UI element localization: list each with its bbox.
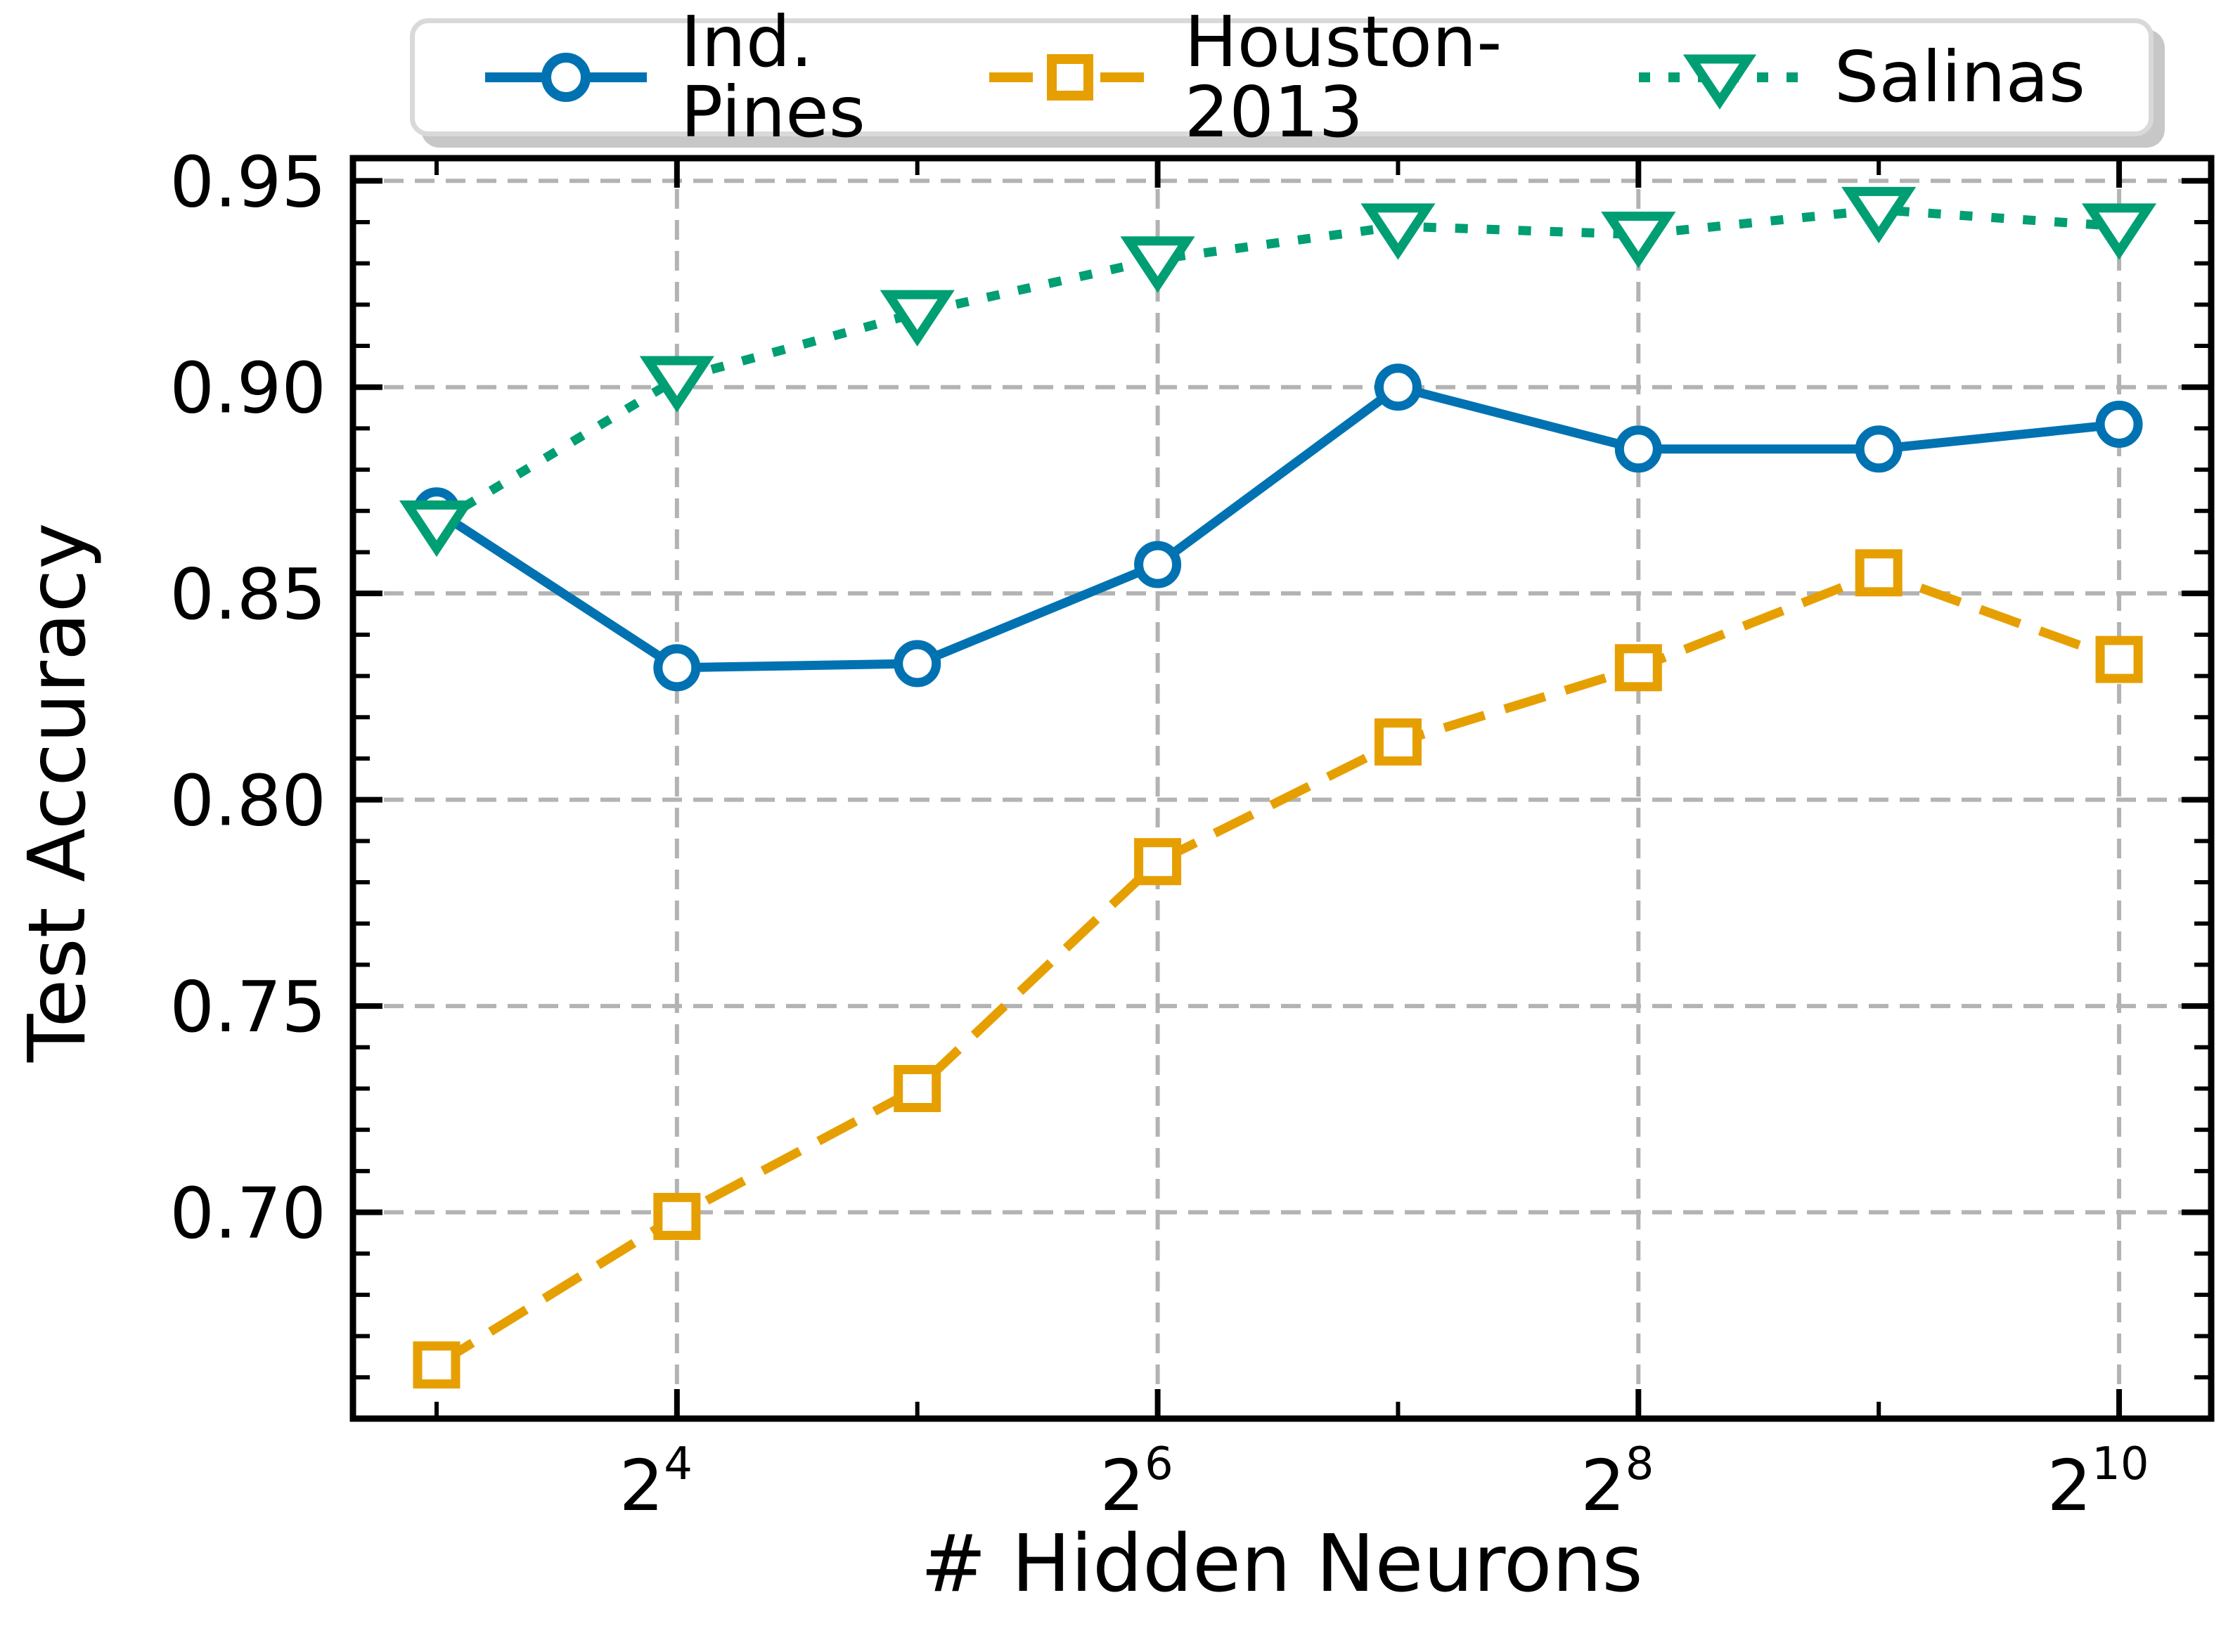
y-tick-label: 0.95 <box>169 141 326 223</box>
data-point-marker-houston-2013 <box>1855 549 1903 597</box>
data-point-marker-houston-2013 <box>413 1341 461 1389</box>
data-point-marker-salinas <box>2081 203 2157 260</box>
legend-label: Houston-2013 <box>1184 1 1502 153</box>
x-tick-label: 26 <box>1100 1438 1173 1527</box>
data-point-marker-salinas <box>399 500 475 557</box>
legend-item-houston-2013: Houston-2013 <box>982 7 1632 148</box>
y-tick-label: 0.70 <box>169 1173 326 1255</box>
x-tick-label: 210 <box>2047 1438 2149 1527</box>
data-point-marker-salinas <box>1841 186 1917 244</box>
data-point-marker-salinas <box>1120 236 1195 293</box>
data-point-marker-houston-2013 <box>653 1192 701 1240</box>
series-line-houston-2013 <box>434 567 2121 1369</box>
plot-border <box>349 155 2215 1422</box>
data-point-marker-ind-pines <box>1134 541 1182 588</box>
legend-marker-triangle-icon <box>1638 54 1801 110</box>
y-axis-label: Test Accuracy <box>12 522 103 1062</box>
legend-label: Salinas <box>1834 36 2085 118</box>
x-tick-label: 28 <box>1581 1438 1654 1527</box>
data-point-marker-salinas <box>639 356 714 413</box>
data-point-marker-houston-2013 <box>1134 838 1182 886</box>
data-point-marker-ind-pines <box>2095 401 2143 449</box>
data-point-marker-salinas <box>880 290 955 347</box>
legend-marker-square-icon <box>989 54 1151 101</box>
y-tick-label: 0.90 <box>169 347 326 430</box>
legend-item-salinas: Salinas <box>1632 39 2085 116</box>
x-axis-label: # Hidden Neurons <box>920 1518 1643 1610</box>
y-tick-label: 0.75 <box>169 966 326 1048</box>
y-tick-label: 0.85 <box>169 553 326 635</box>
data-point-marker-ind-pines <box>653 644 701 692</box>
legend-item-ind-pines: Ind. Pines <box>478 7 982 148</box>
data-point-marker-houston-2013 <box>1614 644 1662 692</box>
data-point-marker-ind-pines <box>1855 425 1903 473</box>
data-point-marker-ind-pines <box>1374 363 1422 411</box>
data-point-marker-ind-pines <box>894 640 941 688</box>
data-point-marker-salinas <box>1360 203 1436 260</box>
y-tick-label: 0.80 <box>169 760 326 842</box>
legend-marker-circle-icon <box>485 53 647 102</box>
data-point-marker-salinas <box>1601 212 1676 269</box>
legend: Ind. Pines Houston-2013 Salinas <box>410 7 2154 148</box>
series-line-ind-pines <box>434 382 2120 673</box>
data-point-marker-houston-2013 <box>2095 635 2143 683</box>
data-point-marker-houston-2013 <box>1374 718 1422 766</box>
x-tick-label: 24 <box>619 1438 693 1527</box>
legend-label: Ind. Pines <box>681 1 865 153</box>
series-line-salinas <box>434 205 2120 527</box>
data-point-marker-houston-2013 <box>894 1064 941 1112</box>
data-point-marker-ind-pines <box>1614 425 1662 473</box>
